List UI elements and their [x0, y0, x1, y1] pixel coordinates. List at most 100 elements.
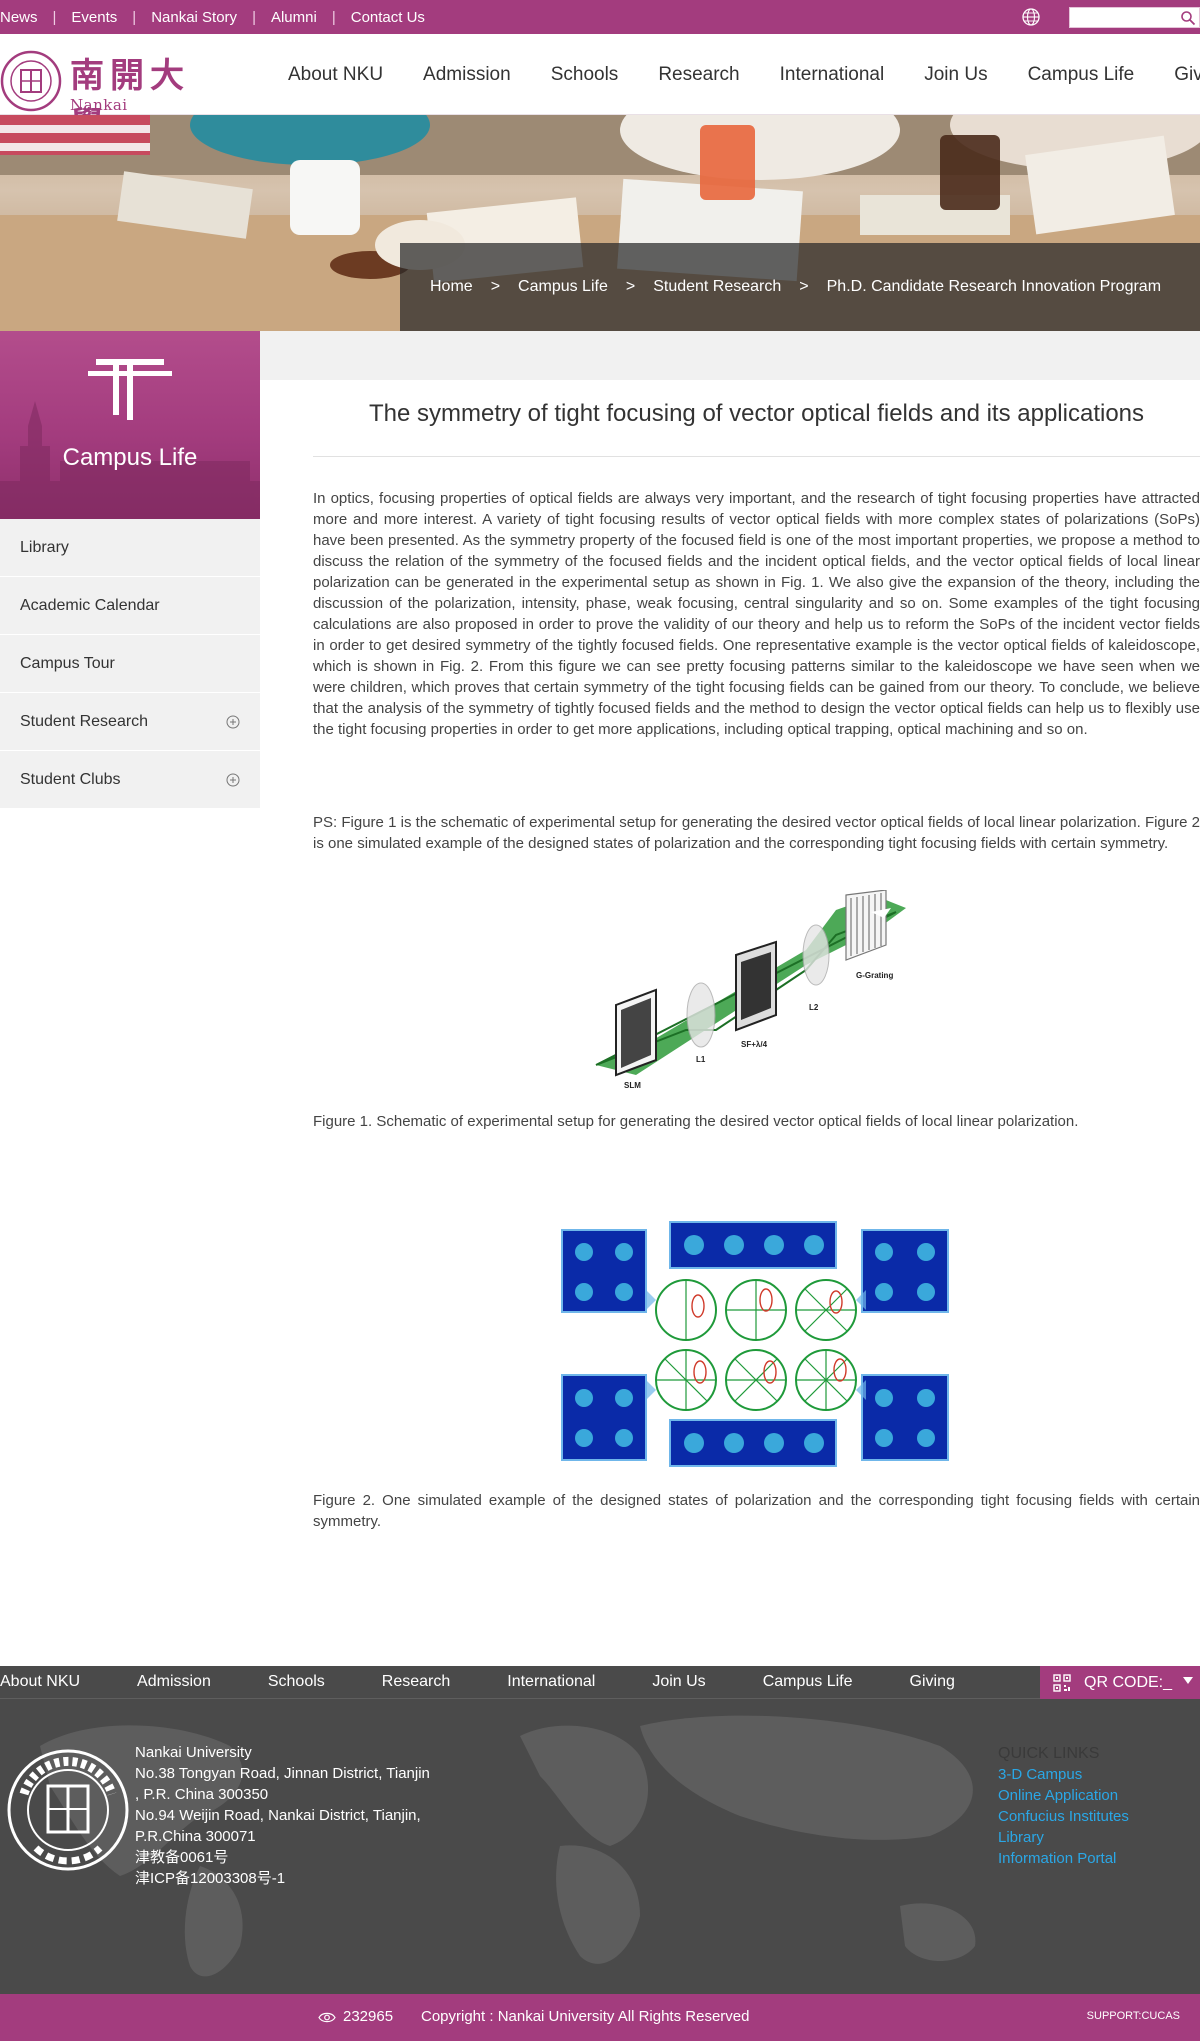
footer-nav-campus-life[interactable]: Campus Life [762, 1673, 853, 1690]
footer-nav-join-us[interactable]: Join Us [652, 1673, 706, 1690]
copyright-bar: 232965 Copyright : Nankai University All… [0, 1994, 1200, 2041]
globe-icon[interactable] [1021, 7, 1041, 27]
footer-nav: About NKU Admission Schools Research Int… [0, 1666, 1040, 1699]
nav-about-nku[interactable]: About NKU [288, 63, 384, 85]
sidebar-item-label: Campus Tour [20, 655, 115, 672]
breadcrumb-home[interactable]: Home [430, 278, 473, 295]
address-line: 津教备0061号 [135, 1849, 229, 1866]
top-link-divider: | [331, 8, 336, 26]
copyright-text: Copyright : Nankai University All Rights… [421, 2008, 750, 2025]
visit-counter: 232965 [343, 2008, 394, 2025]
content-top-strip [260, 331, 1200, 380]
quick-link-confucius-institutes[interactable]: Confucius Institutes [998, 1808, 1129, 1825]
campus-building-silhouette [0, 359, 260, 519]
nav-giving[interactable]: Giving [1174, 63, 1200, 85]
nav-research[interactable]: Research [658, 63, 740, 85]
title-divider [313, 456, 1200, 457]
address-line: 津ICP备12003308号-1 [135, 1870, 286, 1887]
site-footer [0, 1666, 1200, 1994]
nav-admission[interactable]: Admission [423, 63, 511, 85]
breadcrumb-campus-life[interactable]: Campus Life [518, 278, 608, 295]
nav-international[interactable]: International [779, 63, 885, 85]
address-line: No.94 Weijin Road, Nankai District, Tian… [135, 1807, 421, 1824]
figure-1-label-g-grating: G-Grating [856, 971, 893, 980]
footer-nav-admission[interactable]: Admission [137, 1673, 211, 1690]
sidebar-item-campus-tour[interactable]: Campus Tour [0, 635, 260, 693]
sidebar-item-student-research[interactable]: Student Research [0, 693, 260, 751]
sidebar-menu: Library Academic Calendar Campus Tour St… [0, 519, 260, 809]
breadcrumb-separator: > [490, 278, 501, 295]
breadcrumb: Home > Campus Life > Student Research > … [400, 243, 1200, 331]
site-header: 南開大學 Nankai University About NKU Admissi… [0, 34, 1200, 145]
quick-links: QUICK LINKS 3-D Campus Online Applicatio… [998, 1743, 1198, 1869]
figure-1-label-l2: L2 [809, 1003, 819, 1012]
top-link-divider: | [132, 8, 137, 26]
sidebar-item-label: Student Clubs [20, 771, 121, 788]
address-line: No.38 Tongyan Road, Jinnan District, Tia… [135, 1765, 430, 1782]
world-map-background [40, 1715, 976, 1977]
footer-nav-international[interactable]: International [507, 1673, 596, 1690]
qr-code-dropdown[interactable]: QR CODE:_ [1040, 1666, 1200, 1699]
top-link-divider: | [52, 8, 57, 26]
plus-circle-icon[interactable] [226, 773, 240, 787]
breadcrumb-student-research[interactable]: Student Research [653, 278, 782, 295]
address-line: Nankai University [135, 1744, 252, 1761]
quick-links-title: QUICK LINKS [998, 1745, 1100, 1762]
quick-link-3d-campus[interactable]: 3-D Campus [998, 1766, 1083, 1783]
sidebar-title: Campus Life [62, 444, 198, 471]
footer-nav-about-nku[interactable]: About NKU [0, 1673, 81, 1690]
top-link-divider: | [252, 8, 256, 26]
quick-link-online-application[interactable]: Online Application [998, 1787, 1119, 1804]
university-seal-icon [0, 50, 62, 112]
plus-circle-icon[interactable] [226, 715, 240, 729]
nav-schools[interactable]: Schools [550, 63, 619, 85]
sidebar-item-label: Library [20, 539, 69, 556]
sidebar-item-library[interactable]: Library [0, 519, 260, 577]
search-box [1069, 7, 1200, 28]
top-bar: News | Events | Nankai Story | Alumni | … [0, 0, 1200, 34]
address-line: P.R.China 300071 [135, 1828, 256, 1845]
nankai-logo[interactable]: 南開大學 Nankai University [0, 44, 215, 145]
figure-2-caption: Figure 2. One simulated example of the d… [313, 1492, 1200, 1530]
sidebar-item-label: Student Research [20, 713, 149, 730]
slm-element [615, 988, 657, 1077]
nav-join-us[interactable]: Join Us [924, 63, 988, 85]
qr-code-icon [1053, 1674, 1071, 1692]
figure-1-setup-diagram: SLM L1 SF+λ/4 L2 G-Grating [595, 890, 906, 1090]
footer-nav-giving[interactable]: Giving [909, 1673, 955, 1690]
top-link-contact-us[interactable]: Contact Us [350, 8, 425, 26]
footer-address: Nankai University No.38 Tongyan Road, Ji… [135, 1742, 465, 1889]
campus-life-emblem-icon [88, 359, 172, 420]
breadcrumb-separator: > [799, 278, 809, 295]
sidebar-item-student-clubs[interactable]: Student Clubs [0, 751, 260, 809]
figure-1-label-l1: L1 [696, 1055, 706, 1064]
qr-code-label: QR CODE:_ [1084, 1674, 1173, 1691]
top-link-alumni[interactable]: Alumni [270, 8, 317, 26]
quick-link-information-portal[interactable]: Information Portal [998, 1850, 1117, 1867]
caret-down-icon [1183, 1677, 1193, 1684]
top-link-news[interactable]: News [0, 8, 38, 26]
university-seal-icon [7, 1749, 129, 1871]
article-ps-paragraph: PS: Figure 1 is the schematic of experim… [313, 814, 1200, 852]
nav-campus-life[interactable]: Campus Life [1027, 63, 1135, 85]
sidebar-header: Campus Life [0, 331, 260, 519]
search-icon[interactable] [1180, 10, 1196, 26]
top-link-nankai-story[interactable]: Nankai Story [151, 8, 238, 26]
breadcrumb-separator: > [625, 278, 636, 295]
main-nav: About NKU Admission Schools Research Int… [288, 34, 1200, 115]
article-title: The symmetry of tight focusing of vector… [368, 400, 1145, 427]
figure-1-label-sf: SF+λ/4 [741, 1040, 768, 1049]
support-link[interactable]: SUPPORT:CUCAS [1086, 2010, 1180, 2022]
top-links: News | Events | Nankai Story | Alumni | … [0, 0, 425, 34]
footer-nav-research[interactable]: Research [381, 1673, 451, 1690]
search-input[interactable] [1070, 8, 1170, 27]
quick-link-library[interactable]: Library [998, 1829, 1044, 1846]
article-paragraph: In optics, focusing properties of optica… [313, 490, 1200, 738]
footer-nav-schools[interactable]: Schools [267, 1673, 325, 1690]
address-line: , P.R. China 300350 [135, 1786, 269, 1803]
breadcrumb-current-page[interactable]: Ph.D. Candidate Research Innovation Prog… [826, 278, 1162, 295]
sidebar-item-academic-calendar[interactable]: Academic Calendar [0, 577, 260, 635]
top-link-events[interactable]: Events [71, 8, 118, 26]
figure-2-kaleidoscope-patterns [560, 1220, 952, 1470]
eye-icon [318, 2012, 336, 2023]
